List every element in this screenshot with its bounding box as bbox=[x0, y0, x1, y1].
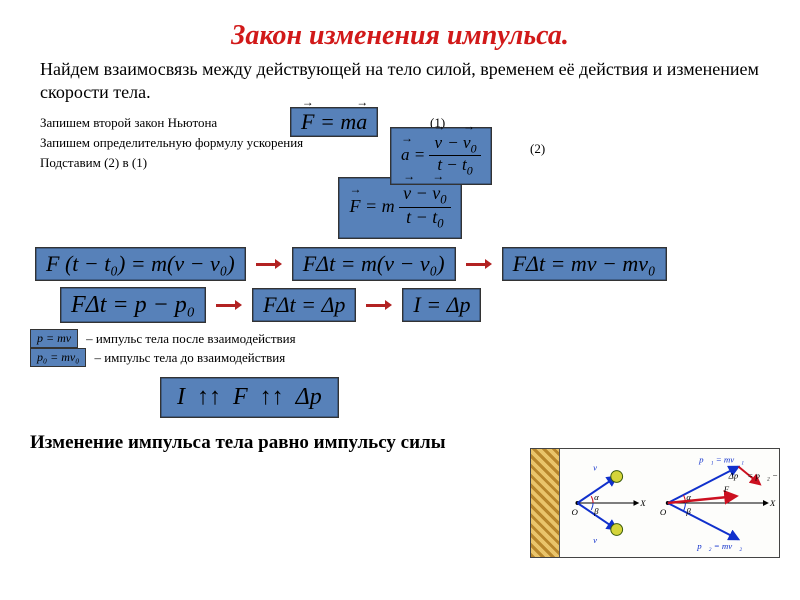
arrow-icon bbox=[256, 259, 282, 269]
sym-m2: m bbox=[382, 196, 395, 216]
diagram-svg: O X v⃗ v⃗ α β O X p⃗₁ = mv⃗₁ p⃗₂ = mv⃗₂ bbox=[531, 449, 779, 557]
defs: p = mv – импульс тела после взаимодейств… bbox=[30, 329, 770, 367]
sym-a2: a bbox=[401, 146, 410, 165]
lbl-X-right: X bbox=[769, 498, 776, 508]
def-before: – импульс тела до взаимодействия bbox=[94, 350, 285, 366]
formula-ch5: FΔt = Δp bbox=[252, 288, 356, 322]
step-subst: Подставим (2) в (1) bbox=[40, 153, 147, 173]
sym-F2: F bbox=[349, 197, 360, 217]
formula-f-frac: F = m v − v0t − t0 bbox=[338, 177, 461, 239]
formula-ch1: F (t − t₀) = m(v − v₀) bbox=[35, 247, 246, 281]
p-def-box: p = mv bbox=[30, 329, 78, 348]
sub0b: 0 bbox=[467, 164, 473, 178]
chain-row-2: FΔt = p − p₀ FΔt = Δp I = Δp bbox=[60, 287, 770, 323]
lbl-F: F⃗ bbox=[723, 484, 736, 494]
page-title: Закон изменения импульса. bbox=[30, 20, 770, 52]
arrow-icon bbox=[366, 300, 392, 310]
formula-ch2: FΔt = m(v − v₀) bbox=[292, 247, 456, 281]
p0-def-box: p₀ = mv₀ bbox=[30, 348, 86, 367]
lbl-beta-l: β bbox=[593, 506, 599, 516]
sym-F: F bbox=[301, 110, 314, 134]
lbl-O-right: O bbox=[660, 507, 667, 517]
eq: = bbox=[314, 109, 340, 134]
lbl-alpha-l: α bbox=[594, 492, 599, 502]
lbl-p2: p⃗₂ = mv⃗₂ bbox=[696, 541, 742, 551]
den-t2: t − t bbox=[406, 207, 437, 227]
intro-text: Найдем взаимосвязь между действующей на … bbox=[40, 58, 760, 103]
sub0a: 0 bbox=[471, 141, 477, 155]
arrow-icon bbox=[466, 259, 492, 269]
def-after: – импульс тела после взаимодействия bbox=[86, 331, 296, 347]
eq3: = bbox=[360, 196, 381, 216]
lbl-X-left: X bbox=[639, 498, 646, 508]
sym-a: a bbox=[356, 110, 367, 134]
lbl-p1: p⃗₁ = mv⃗₁ bbox=[698, 455, 744, 465]
lbl-v-dn: v⃗ bbox=[593, 535, 604, 545]
lbl-dp: Δp⃗ = p⃗₂ − p⃗₁ bbox=[728, 470, 779, 480]
lbl-O-left: O bbox=[572, 507, 579, 517]
sym-m: m bbox=[340, 109, 356, 134]
step-newton: Запишем второй закон Ньютона bbox=[40, 113, 217, 133]
formula-final: I ↑↑ F ↑↑ Δp bbox=[160, 377, 339, 417]
lbl-beta-r: β bbox=[685, 506, 691, 516]
lbl-alpha-r: α bbox=[686, 492, 691, 502]
vector-diagram: O X v⃗ v⃗ α β O X p⃗₁ = mv⃗₁ p⃗₂ = mv⃗₂ bbox=[530, 448, 780, 558]
chain-row-1: F (t − t₀) = m(v − v₀) FΔt = m(v − v₀) F… bbox=[35, 247, 770, 281]
sub0d: 0 bbox=[437, 217, 443, 231]
arrow-icon bbox=[216, 300, 242, 310]
step-accel: Запишем определительную формулу ускорени… bbox=[40, 133, 303, 153]
steps-area: Запишем второй закон Ньютона F = ma (1) … bbox=[30, 113, 770, 183]
formula-ch4: FΔt = p − p₀ bbox=[60, 287, 206, 323]
sub0c: 0 bbox=[440, 193, 446, 207]
formula-f-ma: F = ma bbox=[290, 107, 378, 137]
formula-ch3: FΔt = mv − mv₀ bbox=[502, 247, 667, 281]
eq2: = bbox=[410, 145, 430, 164]
formula-ch6: I = Δp bbox=[402, 288, 481, 322]
lbl-v-up: v⃗ bbox=[593, 463, 604, 473]
eqnum-2: (2) bbox=[530, 141, 545, 157]
